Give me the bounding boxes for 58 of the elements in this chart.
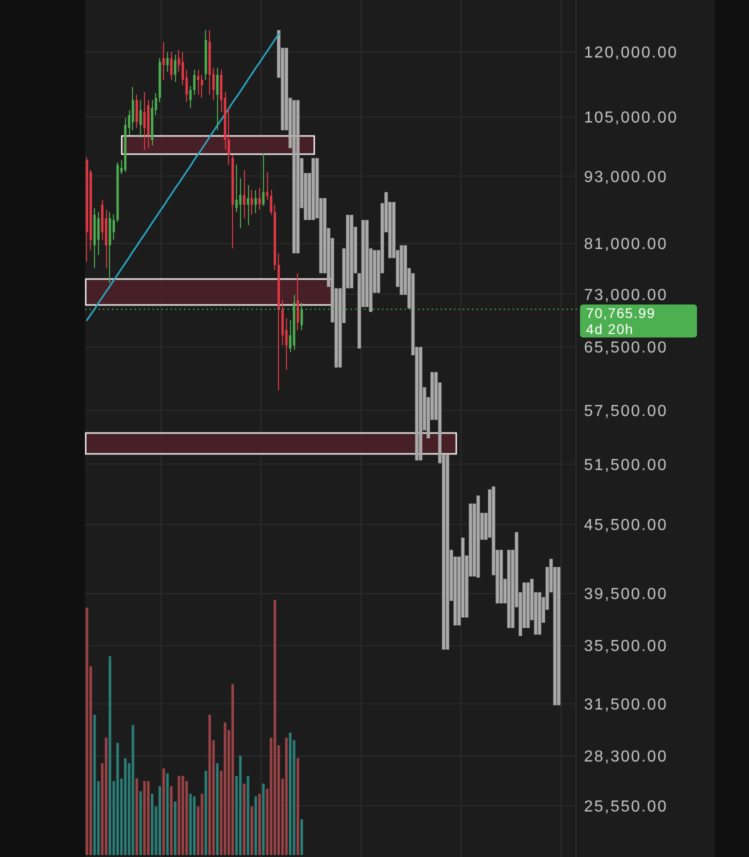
bar <box>143 781 146 855</box>
bar <box>300 819 303 855</box>
bar <box>116 742 119 855</box>
bar <box>104 738 108 855</box>
bar <box>124 758 127 855</box>
bar <box>108 656 112 855</box>
bar <box>158 786 162 855</box>
bar <box>254 796 257 855</box>
bar <box>258 794 261 855</box>
y-tick-label: 57,500.00 <box>584 403 668 420</box>
bar <box>162 768 165 855</box>
bar <box>296 758 300 855</box>
text: 4d 20h <box>586 320 634 337</box>
bar <box>224 722 226 855</box>
y-tick-label: 65,500.00 <box>584 340 668 357</box>
y-tick-label: 105,000.00 <box>584 110 678 127</box>
y-tick-label: 28,300.00 <box>584 748 668 766</box>
bar <box>86 608 88 855</box>
bar <box>174 801 176 855</box>
line-series <box>86 33 280 322</box>
bar <box>189 794 192 855</box>
bar <box>262 784 265 855</box>
bar <box>208 714 211 855</box>
bar <box>139 791 142 855</box>
bar <box>274 600 276 855</box>
bar <box>200 794 204 855</box>
bar <box>132 724 134 855</box>
candlestick <box>266 172 268 200</box>
bar <box>216 763 219 855</box>
bar <box>285 738 288 855</box>
bar <box>147 781 150 855</box>
bar <box>136 778 138 855</box>
bar <box>242 784 246 855</box>
bar <box>93 714 96 855</box>
bar <box>170 786 173 855</box>
y-tick-label: 25,550.00 <box>584 798 668 816</box>
bar <box>239 756 242 855</box>
bar <box>246 776 250 855</box>
bar <box>288 732 292 855</box>
ref-line-label: 70,765.99 <box>586 304 656 321</box>
y-tick-label: 120,000.00 <box>584 44 678 62</box>
bar <box>178 776 180 855</box>
y-tick-label: 51,500.00 <box>584 456 668 474</box>
y-tick-label: 39,500.00 <box>584 586 668 604</box>
bar <box>231 684 234 855</box>
y-tick-label: 93,000.00 <box>584 168 668 186</box>
bar <box>150 794 154 855</box>
y-tick-label: 81,000.00 <box>584 236 668 254</box>
bar <box>250 806 254 855</box>
bar <box>193 796 196 855</box>
y-tick-label: 31,500.00 <box>584 696 668 714</box>
y-tick-label: 45,500.00 <box>584 517 668 534</box>
y-tick-label: 73,000.00 <box>584 286 668 304</box>
y-tick-label: 35,500.00 <box>584 638 668 656</box>
candlestick <box>196 70 200 95</box>
bar <box>166 773 169 855</box>
bar <box>182 776 184 855</box>
bar <box>204 770 208 855</box>
